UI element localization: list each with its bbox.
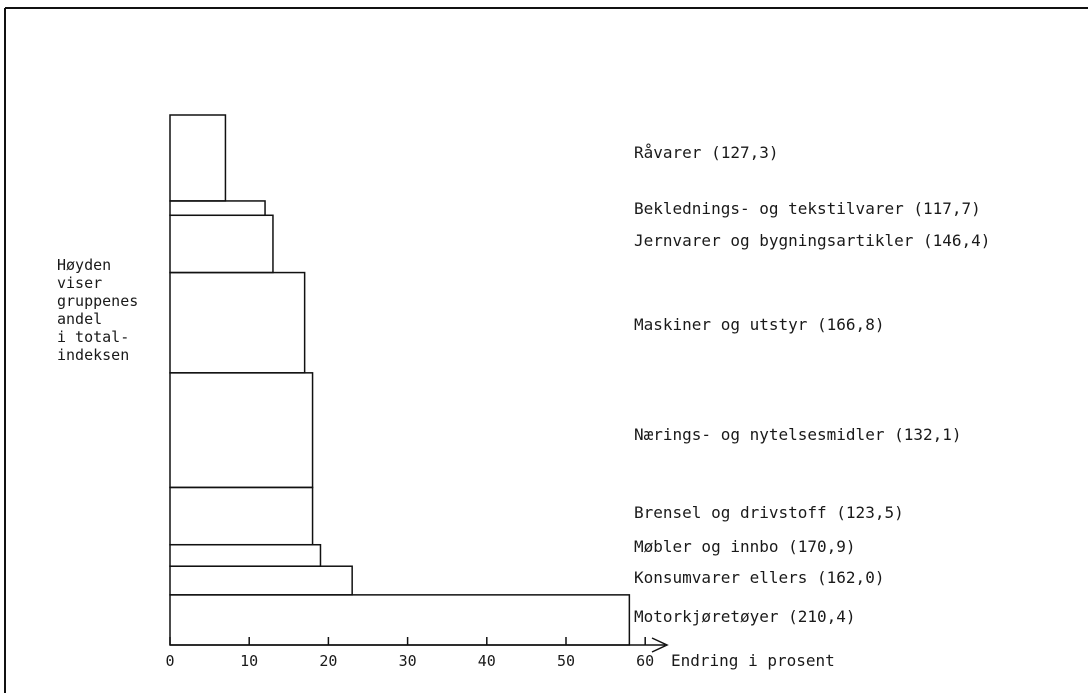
- x-axis-arrow-icon: [651, 637, 669, 653]
- bar-6: [169, 486, 314, 546]
- bar-2: [169, 200, 266, 217]
- x-tick-label-20: 20: [319, 652, 337, 670]
- y-axis-description-line-4: andel: [57, 310, 102, 328]
- x-tick-label-30: 30: [399, 652, 417, 670]
- x-tick-label-40: 40: [478, 652, 496, 670]
- bar-8: [169, 565, 353, 596]
- bars-group: [169, 114, 631, 646]
- y-axis-description-line-6: indeksen: [57, 346, 129, 364]
- x-tick-label-0: 0: [165, 652, 174, 670]
- x-tick-label-10: 10: [240, 652, 258, 670]
- y-axis-description-line-3: gruppenes: [57, 292, 138, 310]
- category-labels: Råvarer (127,3) Beklednings- og tekstilva…: [634, 143, 990, 626]
- category-label-8: Konsumvarer ellers (162,0): [634, 568, 884, 587]
- category-label-3: Jernvarer og bygningsartikler (146,4): [634, 231, 990, 250]
- bar-5: [169, 372, 314, 489]
- x-tick-label-60: 60: [636, 652, 654, 670]
- y-axis-description-line-2: viser: [57, 274, 102, 292]
- category-label-2: Beklednings- og tekstilvarer (117,7): [634, 199, 981, 218]
- x-axis-title: Endring i prosent: [671, 651, 835, 670]
- y-axis-description-line-5: i total-: [57, 328, 129, 346]
- bar-4: [169, 271, 306, 374]
- category-label-9: Motorkjøretøyer (210,4): [634, 607, 856, 626]
- x-tick-label-50: 50: [557, 652, 575, 670]
- category-label-5: Nærings- og nytelsesmidler (132,1): [634, 425, 962, 444]
- category-label-7: Møbler og innbo (170,9): [634, 537, 856, 556]
- category-label-6: Brensel og drivstoff (123,5): [634, 503, 904, 522]
- bar-3: [169, 214, 274, 274]
- category-label-4: Maskiner og utstyr (166,8): [634, 315, 884, 334]
- y-axis-description-line-1: Høyden: [57, 256, 111, 274]
- bar-7: [169, 543, 322, 567]
- category-label-1: Råvarer (127,3): [634, 143, 779, 162]
- bar-1: [169, 114, 227, 202]
- bar-9: [169, 594, 631, 646]
- x-axis-ticks: 0 10 20 30 40 50 60: [165, 637, 654, 670]
